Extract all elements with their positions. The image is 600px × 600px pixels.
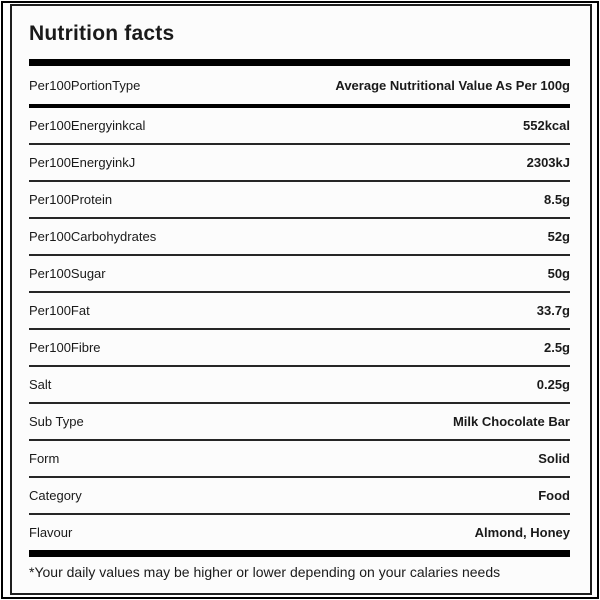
row-label: Per100EnergyinkJ <box>29 155 136 170</box>
header-label: Per100PortionType <box>29 78 141 93</box>
row-value: 2.5g <box>543 340 570 355</box>
row-label: Sub Type <box>29 414 84 429</box>
table-header-row: Per100PortionType Average Nutritional Va… <box>29 66 570 104</box>
row-label: Per100Fat <box>29 303 90 318</box>
thick-divider-bottom <box>29 550 570 557</box>
medium-divider <box>29 104 570 108</box>
row-label: Flavour <box>29 525 73 540</box>
row-value: 33.7g <box>536 303 570 318</box>
row-label: Per100Sugar <box>29 266 106 281</box>
row-value: 8.5g <box>543 192 570 207</box>
row-value: 52g <box>547 229 570 244</box>
row-value: 0.25g <box>536 377 570 392</box>
table-row: Sub Type Milk Chocolate Bar <box>29 404 570 441</box>
page-title: Nutrition facts <box>29 22 175 45</box>
table-row: Per100Protein 8.5g <box>29 182 570 219</box>
row-label: Category <box>29 488 82 503</box>
table-row: Per100Carbohydrates 52g <box>29 219 570 256</box>
header-value: Average Nutritional Value As Per 100g <box>335 78 570 93</box>
table-row: Category Food <box>29 478 570 515</box>
row-value: Food <box>538 488 570 503</box>
table-row: Per100Fat 33.7g <box>29 293 570 330</box>
row-label: Per100Protein <box>29 192 113 207</box>
row-value: Almond, Honey <box>474 525 570 540</box>
row-label: Per100Fibre <box>29 340 101 355</box>
row-value: Milk Chocolate Bar <box>452 414 570 429</box>
table-row: Salt 0.25g <box>29 367 570 404</box>
daily-values-footnote: *Your daily values may be higher or lowe… <box>29 564 501 580</box>
table-row: Per100EnergyinkJ 2303kJ <box>29 145 570 182</box>
table-row: Flavour Almond, Honey <box>29 515 570 550</box>
row-value: 552kcal <box>523 118 570 133</box>
nutrition-facts-panel: Nutrition facts Per100PortionType Averag… <box>10 4 592 595</box>
row-value: 2303kJ <box>526 155 570 170</box>
row-value: 50g <box>547 266 570 281</box>
row-label: Per100Carbohydrates <box>29 229 157 244</box>
table-row: Per100Fibre 2.5g <box>29 330 570 367</box>
table-row: Form Solid <box>29 441 570 478</box>
row-label: Per100Energyinkcal <box>29 118 146 133</box>
thick-divider-top <box>29 59 570 66</box>
table-row: Per100Sugar 50g <box>29 256 570 293</box>
table-row: Per100Energyinkcal 552kcal <box>29 108 570 145</box>
row-label: Form <box>29 451 60 466</box>
row-value: Solid <box>538 451 570 466</box>
row-label: Salt <box>29 377 52 392</box>
